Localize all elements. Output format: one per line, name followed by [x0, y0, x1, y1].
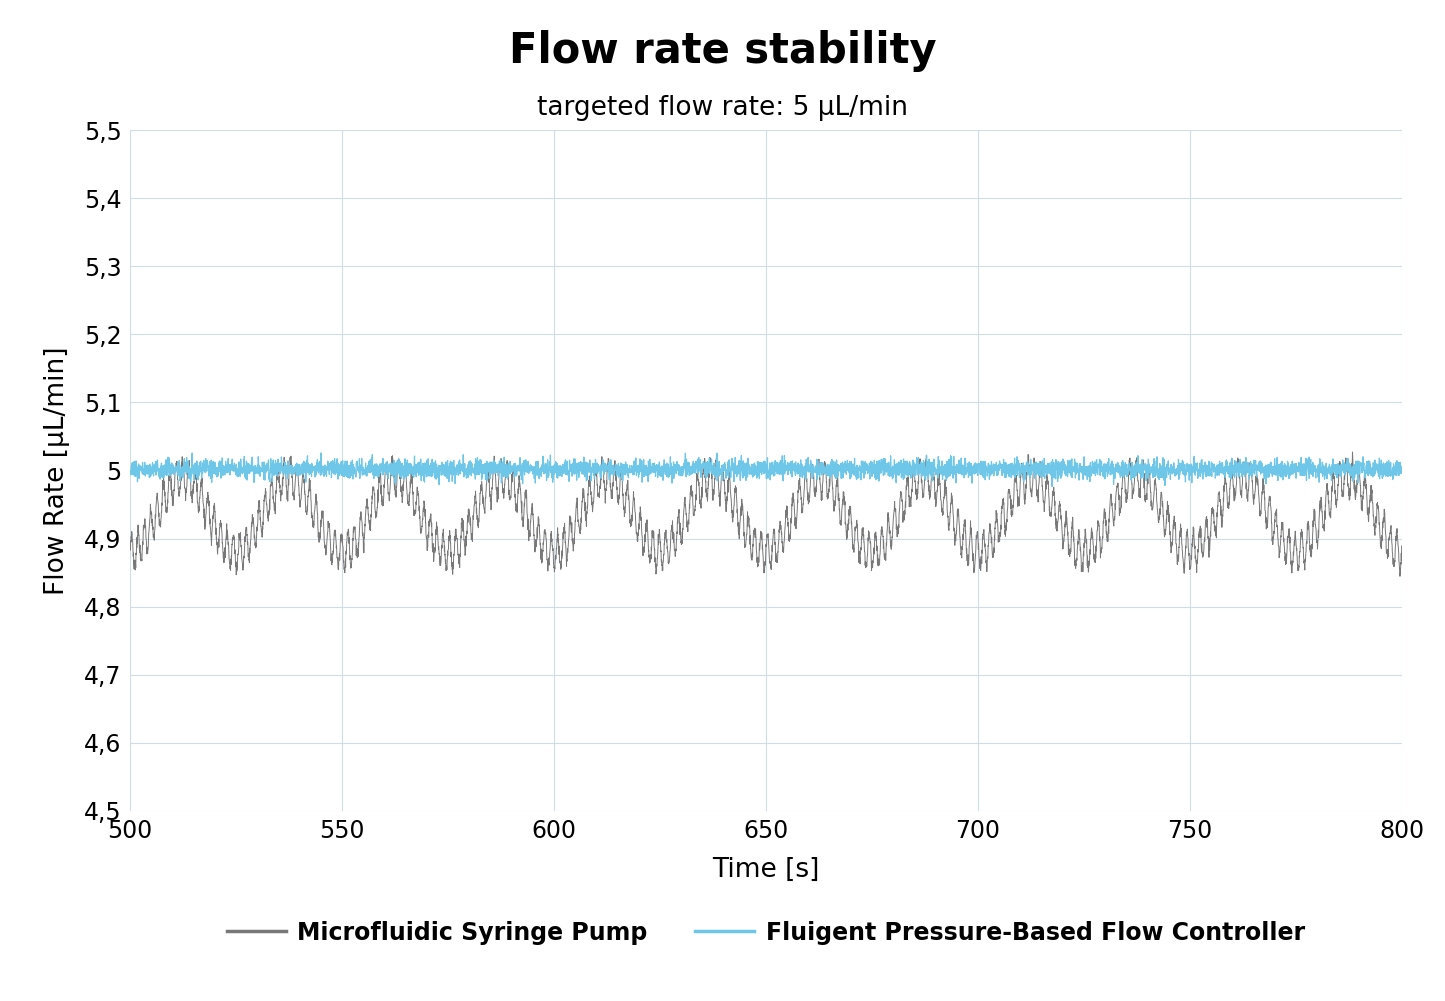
Text: Flow rate stability: Flow rate stability [509, 30, 936, 72]
Line: Fluigent Pressure-Based Flow Controller: Fluigent Pressure-Based Flow Controller [130, 453, 1402, 486]
Y-axis label: Flow Rate [μL/min]: Flow Rate [μL/min] [43, 346, 69, 595]
Text: targeted flow rate: 5 μL/min: targeted flow rate: 5 μL/min [538, 95, 907, 121]
Microfluidic Syringe Pump [121, 541, 139, 553]
Microfluidic Syringe Pump [691, 497, 708, 510]
Microfluidic Syringe Pump [1383, 534, 1400, 546]
Fluigent Pressure-Based Flow Controller [691, 460, 708, 472]
Fluigent Pressure-Based Flow Controller [1043, 480, 1061, 492]
Microfluidic Syringe Pump [1344, 446, 1361, 458]
Fluigent Pressure-Based Flow Controller [1383, 465, 1400, 477]
Fluigent Pressure-Based Flow Controller [416, 464, 434, 476]
Legend: Microfluidic Syringe Pump, Fluigent Pressure-Based Flow Controller: Microfluidic Syringe Pump, Fluigent Pres… [217, 911, 1315, 954]
Line: Microfluidic Syringe Pump: Microfluidic Syringe Pump [130, 452, 1402, 577]
X-axis label: Time [s]: Time [s] [712, 857, 819, 883]
Fluigent Pressure-Based Flow Controller [121, 467, 139, 479]
Fluigent Pressure-Based Flow Controller [423, 464, 441, 476]
Microfluidic Syringe Pump [416, 504, 434, 516]
Fluigent Pressure-Based Flow Controller [431, 459, 448, 471]
Fluigent Pressure-Based Flow Controller [601, 459, 618, 471]
Microfluidic Syringe Pump [601, 461, 618, 473]
Fluigent Pressure-Based Flow Controller [1393, 462, 1410, 474]
Microfluidic Syringe Pump [423, 528, 441, 540]
Microfluidic Syringe Pump [1393, 540, 1410, 552]
Microfluidic Syringe Pump [431, 541, 448, 553]
Microfluidic Syringe Pump [1392, 571, 1409, 583]
Fluigent Pressure-Based Flow Controller [312, 447, 329, 459]
